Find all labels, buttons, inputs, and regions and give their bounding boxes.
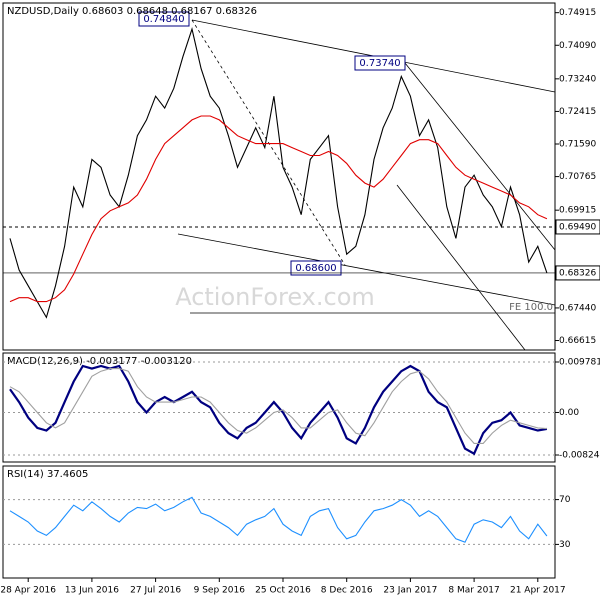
price-tag [555,265,600,281]
x-tick-label: 23 Jan 2017 [383,586,437,596]
rsi-panel [2,465,556,579]
price-tag-label: 0.68326 [559,268,596,278]
x-tick-label: 8 Dec 2016 [321,586,373,596]
y-tick-label: 0.67440 [559,303,596,313]
trend-line [177,233,556,306]
series-line [9,496,548,543]
y-tick-label: 0.71590 [559,140,596,150]
x-tick-label: 27 Jul 2016 [130,586,181,596]
y-tick-label: 0.00 [559,408,579,418]
annotation-box [290,260,342,276]
x-tick-label: 25 Oct 2016 [255,586,311,596]
trend-line [191,19,346,266]
annotation-box [354,55,406,71]
annotation: 0.68600 [295,263,336,274]
x-tick-label: 9 Sep 2016 [194,586,246,596]
series-line [9,368,547,444]
y-tick-label: 0.74915 [559,8,596,18]
series-line [9,115,548,303]
y-tick-label: 0.72415 [559,107,596,117]
series-line [9,364,548,456]
x-tick-label: 13 Jun 2016 [65,586,119,596]
y-tick-label: 0.69915 [559,206,596,216]
panel-title: NZDUSD,Daily 0.68603 0.68648 0.68167 0.6… [7,6,257,17]
macd-panel [2,352,556,463]
trend-line [404,62,556,251]
y-tick-label: 0.66615 [559,336,596,346]
price-tag [555,219,600,235]
trend-line [396,184,526,351]
annotation: 0.74840 [143,14,184,25]
annotation: FE 100.0 [509,302,553,313]
y-tick-label: 0.70765 [559,172,596,182]
watermark: ActionForex.com [175,283,375,311]
y-tick-label: 0.74090 [559,41,596,51]
x-tick-label: 8 Mar 2017 [448,586,499,596]
y-tick-label: 0.009781 [559,357,600,367]
y-tick-label: 0.73240 [559,74,596,84]
y-tick-label: -0.008244 [559,450,600,460]
series-line [9,27,548,319]
x-tick-label: 21 Apr 2017 [510,586,566,596]
y-tick-label: 30 [559,540,571,550]
annotation-box [138,11,190,27]
price-tag-label: 0.69490 [559,222,596,232]
x-tick-label: 28 Apr 2016 [0,586,56,596]
annotation: 0.73740 [359,58,400,69]
y-tick-label: 70 [559,495,571,505]
panel-title: RSI(14) 37.4605 [7,469,88,480]
